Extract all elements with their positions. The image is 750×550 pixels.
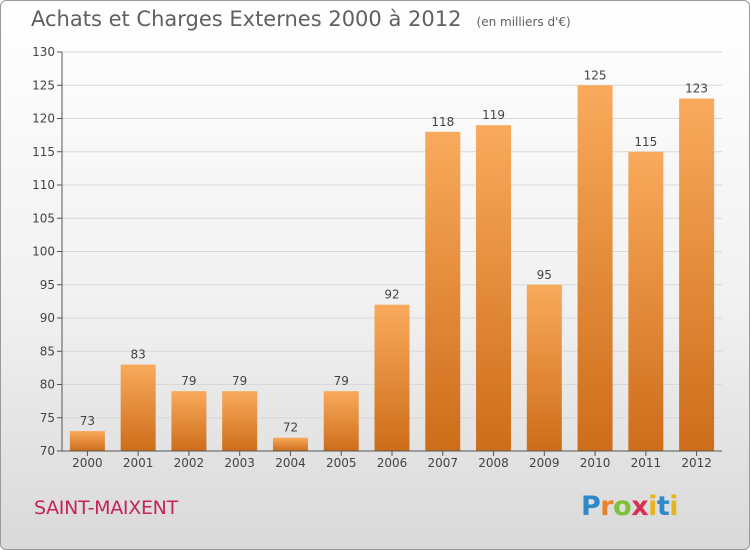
y-tick-label: 130 [32, 45, 55, 59]
chart-title-block: Achats et Charges Externes 2000 à 2012 (… [31, 7, 571, 31]
x-tick-label: 2007 [427, 456, 458, 470]
bar [323, 391, 359, 451]
y-tick-label: 80 [40, 378, 55, 392]
data-label: 123 [685, 82, 708, 96]
y-tick-label: 95 [40, 278, 55, 292]
y-tick-label: 110 [32, 178, 55, 192]
x-tick-label: 2006 [377, 456, 408, 470]
axes: 70 75 80 85 90 95 100 105 110 115 120 125 130 2000 200… [32, 45, 722, 470]
x-tick-label: 2012 [681, 456, 712, 470]
x-tick-label: 2011 [631, 456, 662, 470]
bar [69, 431, 105, 451]
bar [526, 284, 562, 451]
data-label: 72 [283, 421, 298, 435]
x-tick-label: 2010 [580, 456, 611, 470]
chart-title: Achats et Charges Externes 2000 à 2012 [31, 7, 462, 31]
data-label: 118 [431, 115, 454, 129]
data-label: 79 [181, 374, 196, 388]
x-tick-label: 2009 [529, 456, 560, 470]
bar [476, 125, 512, 452]
x-tick-label: 2002 [174, 456, 205, 470]
data-label: 92 [384, 288, 399, 302]
x-tick-label: 2003 [224, 456, 255, 470]
data-label: 115 [634, 135, 657, 149]
x-tick-label: 2005 [326, 456, 357, 470]
y-tick-label: 120 [32, 112, 55, 126]
bar [679, 98, 715, 452]
bars: 73 83 79 79 72 79 92 118 119 95 125 115 123 [69, 68, 715, 452]
y-tick-label: 115 [32, 145, 55, 159]
x-tick-label: 2001 [123, 456, 154, 470]
y-tick-label: 105 [32, 211, 55, 225]
y-tick-label: 125 [32, 78, 55, 92]
data-label: 79 [334, 374, 349, 388]
bar [222, 391, 258, 451]
y-tick-label: 100 [32, 245, 55, 259]
data-label: 119 [482, 108, 505, 122]
data-label: 83 [131, 348, 146, 362]
x-tick-label: 2000 [72, 456, 103, 470]
y-tick-label: 90 [40, 311, 55, 325]
bar [272, 437, 308, 451]
data-label: 73 [80, 414, 95, 428]
chart-subtitle: (en milliers d'€) [476, 15, 571, 29]
data-label: 95 [537, 268, 552, 282]
commune-name: SAINT-MAIXENT [34, 497, 178, 519]
bar [577, 85, 613, 451]
bar [171, 391, 207, 451]
bar [374, 304, 410, 451]
x-tick-label: 2008 [478, 456, 509, 470]
x-tick-label: 2004 [275, 456, 306, 470]
data-label: 79 [232, 374, 247, 388]
y-tick-label: 85 [40, 344, 55, 358]
bar [120, 364, 156, 451]
bar [628, 151, 664, 451]
bar [425, 131, 461, 452]
y-tick-label: 70 [40, 444, 55, 458]
data-label: 125 [584, 68, 607, 82]
proxiti-logo: Proxiti [581, 491, 679, 522]
y-tick-label: 75 [40, 411, 55, 425]
